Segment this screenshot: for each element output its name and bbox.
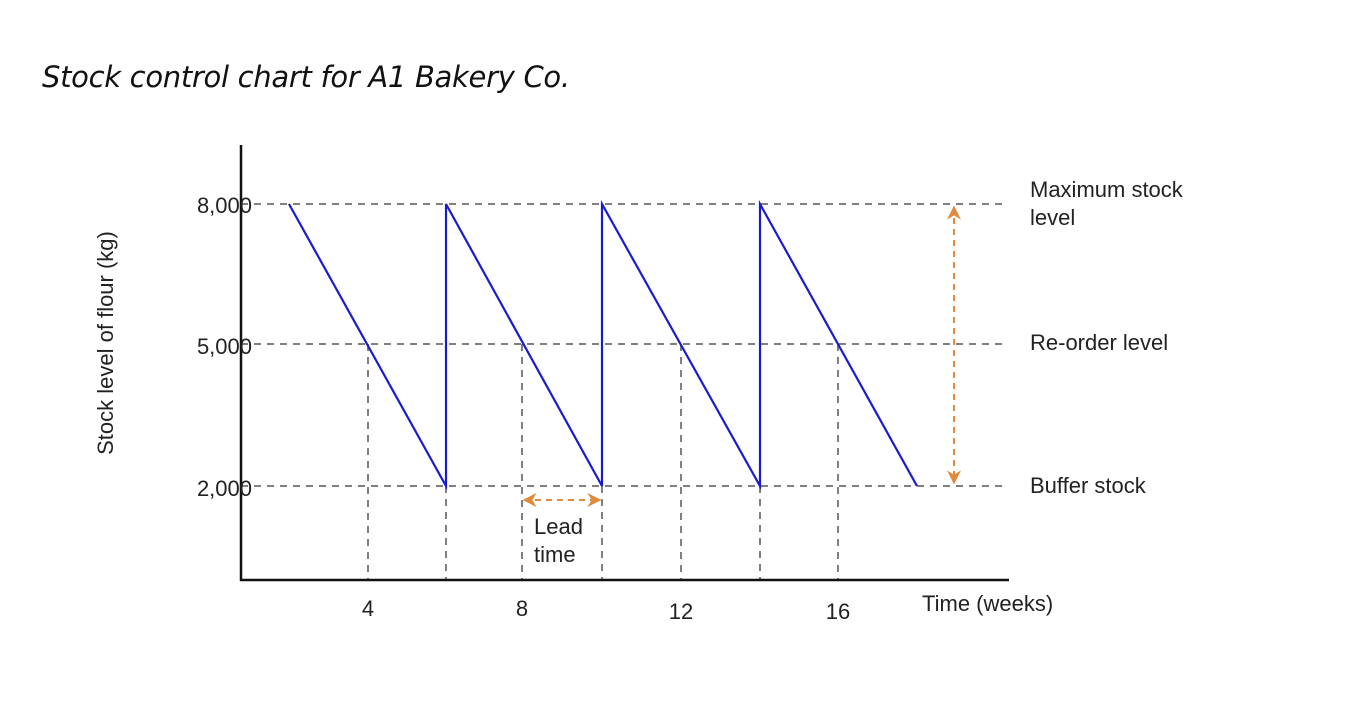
lead-time-line1: Lead <box>534 514 583 539</box>
stock-level-line <box>288 199 918 491</box>
lead-time-label: Lead time <box>534 513 583 569</box>
y-axis-label: Stock level of flour (kg) <box>93 231 118 455</box>
max-stock-label-line2: level <box>1030 205 1076 230</box>
chart-title: Stock control chart for A1 Bakery Co. <box>42 60 570 94</box>
x-tick-8: 8 <box>515 596 529 621</box>
y-tick-2000: 2,000 <box>196 476 252 501</box>
x-tick-4: 4 <box>361 596 375 621</box>
x-axis-label: Time (weeks) <box>922 591 1054 616</box>
y-tick-8000: 8,000 <box>196 193 252 218</box>
axes <box>239 145 1009 582</box>
buffer-stock-label: Buffer stock <box>1030 473 1146 498</box>
reorder-level-label: Re-order level <box>1030 330 1169 355</box>
y-tick-5000: 5,000 <box>196 334 252 359</box>
vertical-guides <box>367 344 839 580</box>
x-tick-12: 12 <box>668 599 694 624</box>
max-stock-label-line1: Maximum stock <box>1030 177 1183 202</box>
x-tick-16: 16 <box>825 599 851 624</box>
reference-lines <box>241 203 1008 487</box>
lead-time-line2: time <box>534 542 576 567</box>
max-stock-label: Maximum stock level <box>1030 176 1183 232</box>
